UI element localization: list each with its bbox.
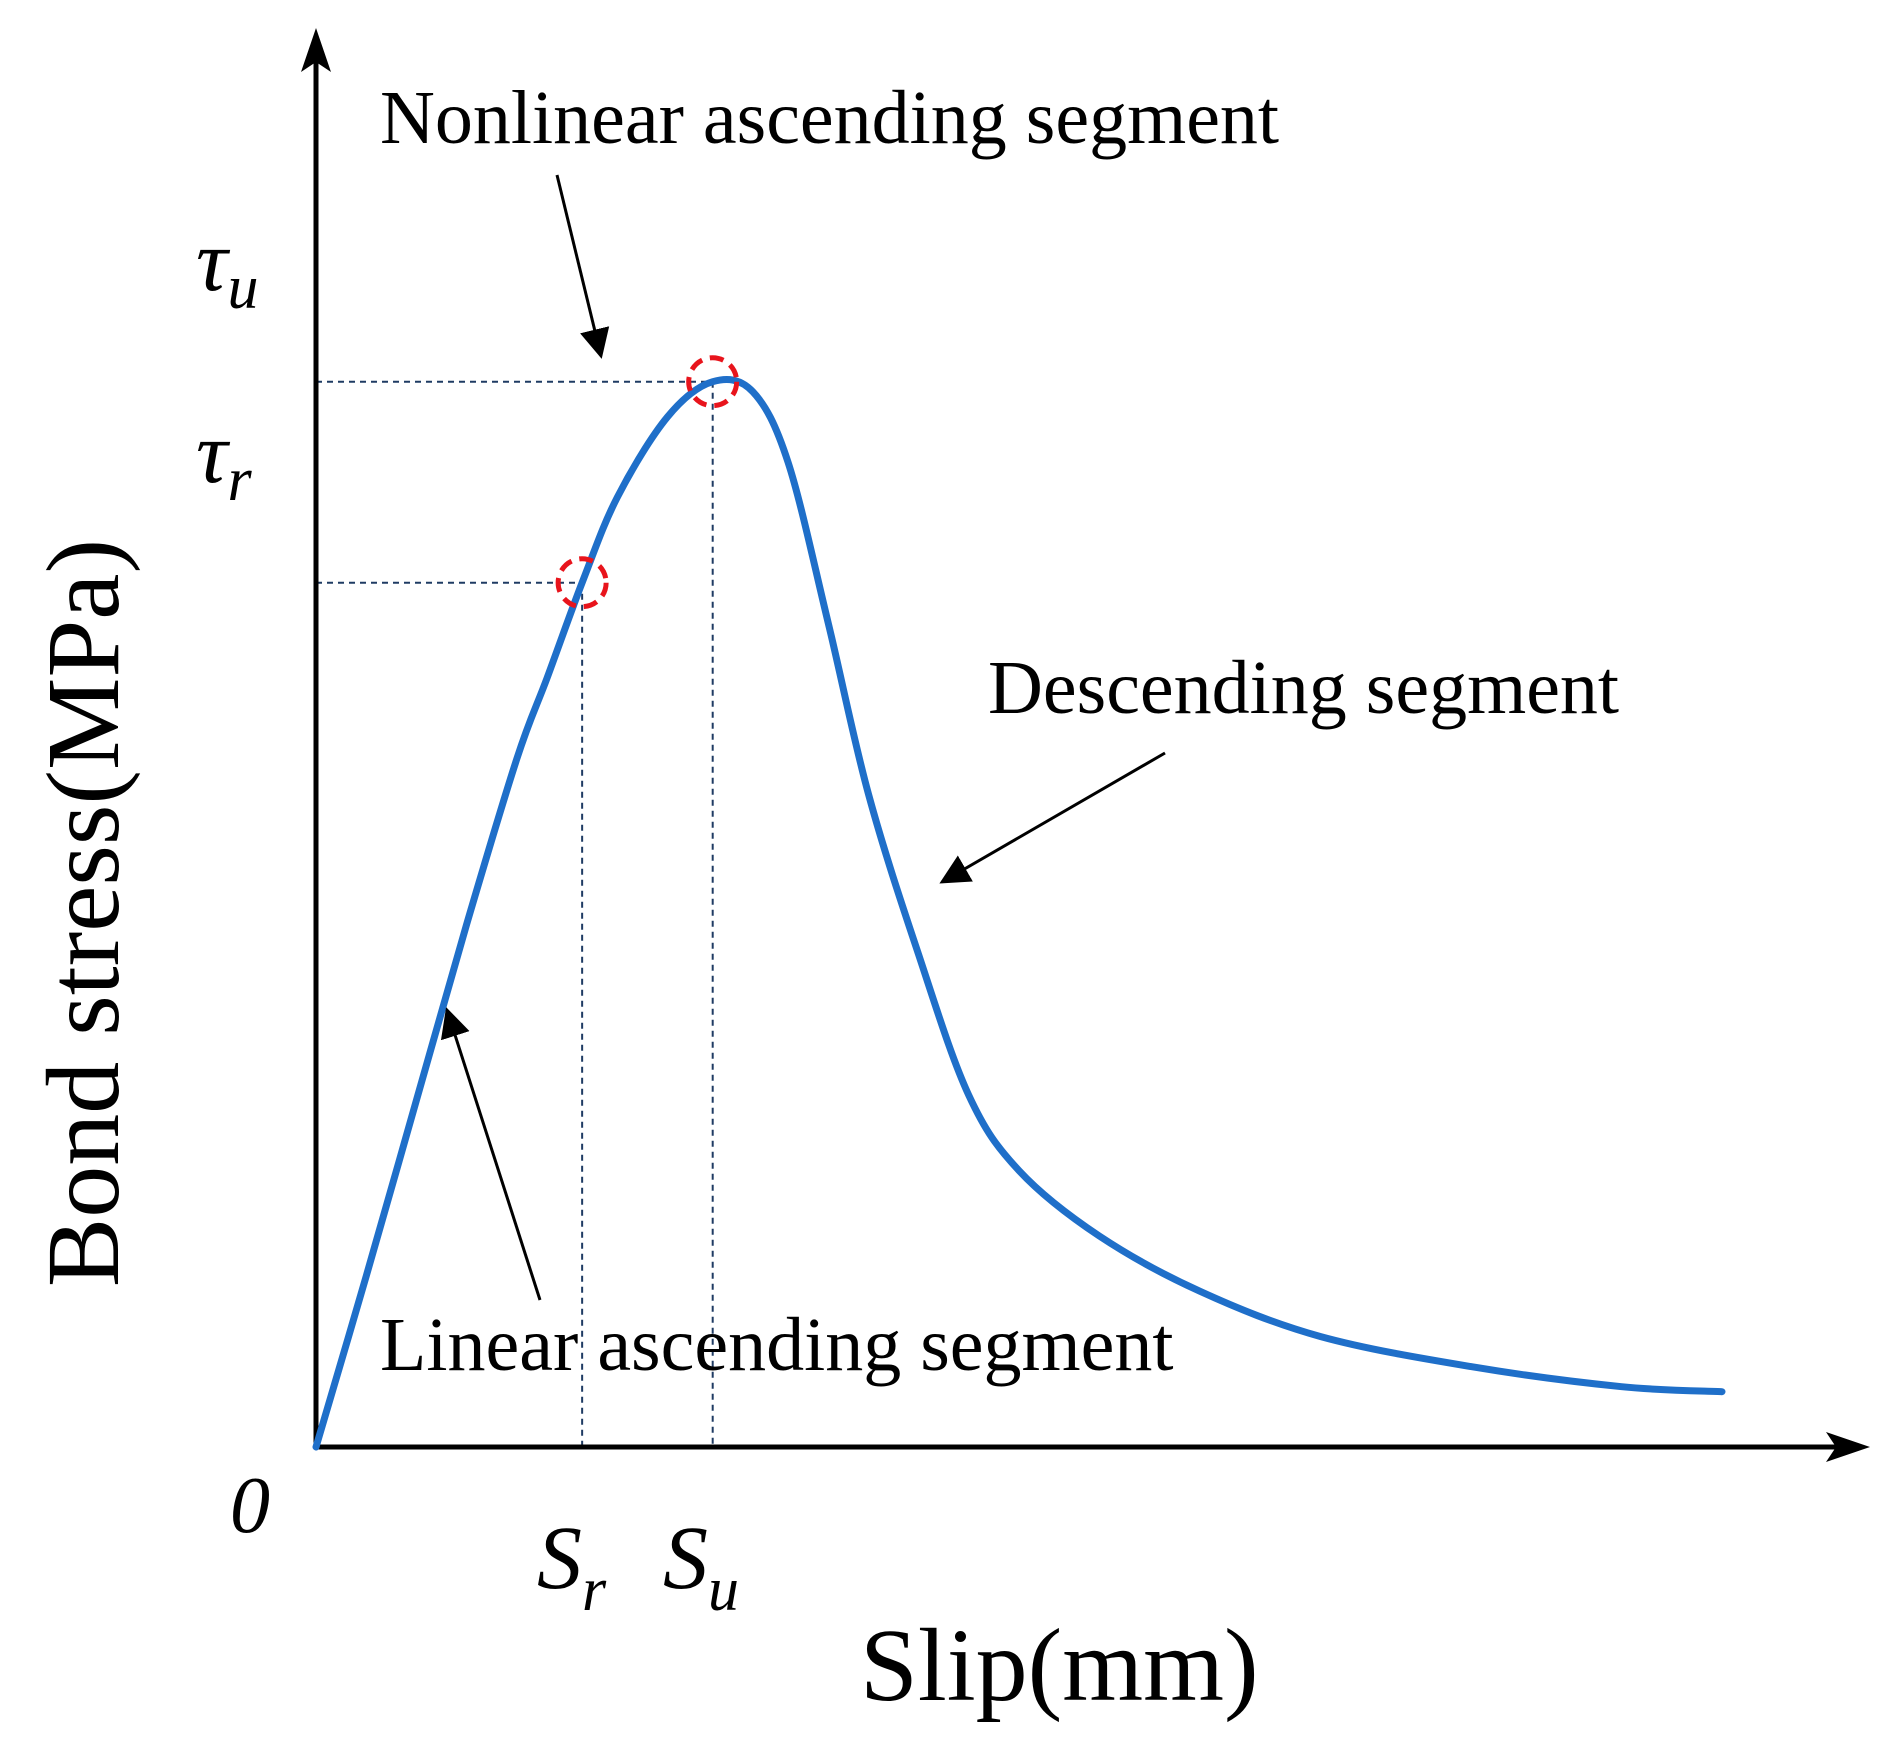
arrow-nonlinear (555, 174, 610, 359)
label-linear-ascending: Linear ascending segment (380, 1303, 1173, 1387)
label-descending: Descending segment (988, 646, 1619, 730)
arrow-linear (440, 1007, 542, 1301)
tick-tau-r: τr (196, 405, 253, 514)
bond-slip-curve (312, 376, 1726, 1451)
y-axis-arrow (301, 28, 331, 72)
tick-s-r: Sr (537, 1509, 607, 1624)
x-axis-arrow (1826, 1432, 1870, 1462)
label-nonlinear-ascending: Nonlinear ascending segment (380, 76, 1279, 160)
marker-s-r (555, 556, 609, 610)
tick-tau-u: τu (196, 213, 259, 322)
origin-label: 0 (230, 1462, 270, 1550)
marker-s-u (686, 355, 740, 409)
x-axis-title: Slip(mm) (860, 1608, 1259, 1723)
tick-s-u: Su (663, 1509, 739, 1624)
arrow-descending (939, 751, 1166, 884)
y-axis-title: Bond stress(MPa) (26, 539, 141, 1287)
